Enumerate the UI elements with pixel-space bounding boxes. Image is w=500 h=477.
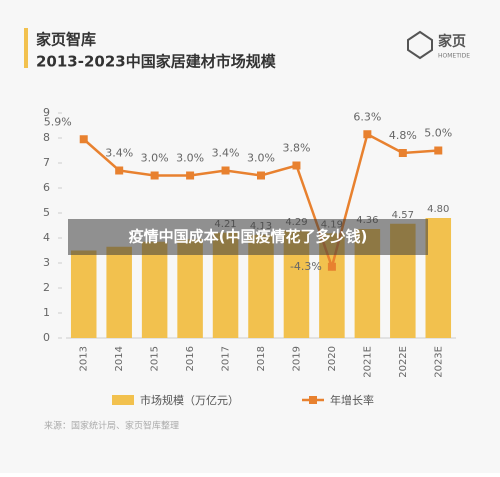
line-marker [398,149,407,157]
line-marker [257,171,265,180]
point-label: 4.8% [389,129,417,142]
y-tick-label: 9 [43,106,50,119]
point-label: 5.0% [424,127,452,140]
overlay-text: 疫情中国成本(中国疫情花了多少钱) [129,228,368,246]
overlay-banner [68,219,428,255]
line-marker [221,166,230,175]
x-tick-label: 2015 [150,346,161,371]
line-marker [327,262,336,271]
y-tick-label: 7 [43,156,50,169]
source: 来源：国家统计局、家页智库整理 [44,420,179,432]
bar [425,218,452,338]
logo-name: 家页 [438,33,466,50]
y-tick-label: 4 [43,231,50,244]
x-tick-label: 2016 [185,346,196,371]
x-tick-label: 2014 [114,346,125,371]
line-marker [115,166,124,175]
line-marker [79,135,88,144]
line-marker [434,146,443,155]
point-label: 3.0% [176,152,204,165]
point-label: 6.3% [353,110,381,123]
point-label: 3.4% [212,147,240,160]
bar [141,241,168,338]
y-tick-label: 0 [43,331,50,344]
bar [70,250,97,338]
y-tick-label: 3 [43,256,50,269]
y-tick-label: 1 [43,306,50,319]
x-tick-label: 2023E [433,346,444,378]
line-marker [186,171,195,180]
x-tick-label: 2013 [79,346,90,371]
legend-label: 年增长率 [330,393,374,407]
title: 2013-2023中国家居建材市场规模 [36,53,277,71]
point-label: 3.8% [282,142,310,155]
point-label: 3.4% [105,147,133,160]
accent-bar [24,28,28,68]
y-tick-label: 5 [43,206,50,219]
bar [177,239,203,338]
y-tick-label: 2 [43,281,50,294]
line-marker [292,161,301,170]
line-marker [363,130,372,139]
y-tick-label: 8 [43,131,50,144]
x-tick-label: 2022E [398,346,409,378]
point-label: 3.0% [247,152,275,165]
legend-label: 市场规模（万亿元） [140,393,239,407]
line-marker [150,171,159,180]
x-tick-label: 2021E [362,346,373,378]
x-tick-label: 2017 [221,346,232,371]
logo-sub: HOMETIDE [438,53,470,60]
x-tick-label: 2020 [327,346,338,371]
x-tick-label: 2018 [256,346,267,371]
y-tick-label: 6 [43,181,50,194]
legend-swatch [112,395,134,405]
logo-icon [407,30,433,60]
legend-swatch [309,396,317,404]
bar-label: 4.80 [427,204,449,215]
point-label: 3.0% [141,152,169,165]
brand: 家页智库 [36,31,96,49]
x-tick-label: 2019 [291,346,302,371]
point-label: 5.9% [44,115,72,128]
bar [106,246,132,338]
bar-label: 4.57 [392,210,414,221]
point-label: -4.3% [290,260,322,273]
